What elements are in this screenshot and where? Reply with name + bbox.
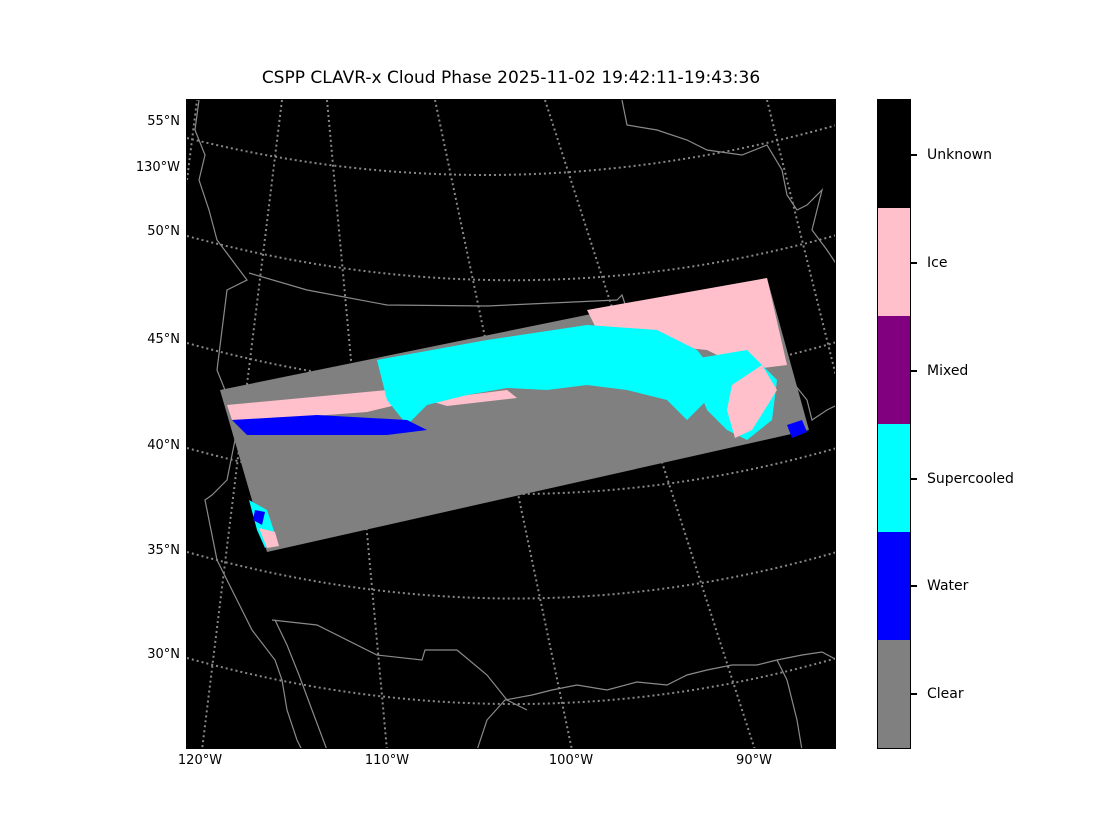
colorbar-label-clear: Clear bbox=[927, 686, 964, 702]
graticule-lat-50 bbox=[187, 234, 835, 282]
colorbar-tick bbox=[911, 478, 917, 480]
ice-accent-east bbox=[727, 365, 777, 438]
colorbar-segment-water bbox=[878, 532, 910, 640]
colorbar-label-unknown: Unknown bbox=[927, 147, 992, 163]
lon-label-90w: 90°W bbox=[736, 753, 772, 768]
lon-label-130w: 130°W bbox=[135, 160, 180, 175]
baja-coast bbox=[274, 619, 327, 748]
colorbar-tick bbox=[911, 262, 917, 264]
lat-label-30n: 30°N bbox=[147, 647, 180, 662]
ice-streak-mid bbox=[427, 390, 517, 406]
supercooled-band bbox=[377, 325, 717, 425]
colorbar-label-mixed: Mixed bbox=[927, 363, 969, 379]
lat-label-40n: 40°N bbox=[147, 438, 180, 453]
graticule-lat-35 bbox=[187, 551, 835, 600]
map-title: CSPP CLAVR-x Cloud Phase 2025-11-02 19:4… bbox=[261, 68, 761, 88]
graticule-lat-55 bbox=[187, 124, 835, 176]
colorbar bbox=[877, 99, 911, 749]
graticule-lon-100 bbox=[434, 100, 573, 748]
water-patch-sw bbox=[253, 510, 265, 525]
gulf-coast bbox=[477, 651, 835, 748]
colorbar-segment-ice bbox=[878, 208, 910, 316]
ice-accent-sw bbox=[259, 528, 279, 548]
lat-label-35n: 35°N bbox=[147, 543, 180, 558]
colorbar-tick bbox=[911, 370, 917, 372]
colorbar-segment-supercooled bbox=[878, 424, 910, 532]
colorbar-segment-clear bbox=[878, 640, 910, 748]
graticule-lon-extra bbox=[187, 100, 198, 181]
atlantic-coast bbox=[786, 374, 835, 421]
lat-label-50n: 50°N bbox=[147, 224, 180, 239]
colorbar-segment-unknown bbox=[878, 100, 910, 208]
colorbar-segment-mixed bbox=[878, 316, 910, 424]
lon-label-120w: 120°W bbox=[177, 753, 223, 768]
lat-label-55n: 55°N bbox=[147, 114, 180, 129]
water-band-west bbox=[232, 415, 427, 435]
us-mexico-border bbox=[271, 619, 528, 711]
graticule-lon-80 bbox=[766, 100, 835, 377]
graticule-lon-120 bbox=[201, 100, 283, 748]
water-patch-east bbox=[787, 420, 807, 438]
colorbar-tick bbox=[911, 693, 917, 695]
map-frame bbox=[186, 99, 836, 749]
ice-region-north bbox=[587, 278, 787, 370]
colorbar-label-ice: Ice bbox=[927, 255, 948, 271]
ice-region-west bbox=[227, 390, 417, 420]
colorbar-label-water: Water bbox=[927, 578, 969, 594]
map-canvas bbox=[187, 100, 835, 748]
florida bbox=[776, 659, 803, 748]
colorbar-label-supercooled: Supercooled bbox=[927, 471, 1014, 487]
colorbar-tick bbox=[911, 585, 917, 587]
lon-label-100w: 100°W bbox=[548, 753, 594, 768]
colorbar-tick bbox=[911, 154, 917, 156]
great-lakes-east bbox=[621, 100, 835, 264]
lon-label-110w: 110°W bbox=[364, 753, 410, 768]
cloud-phase-swath bbox=[220, 278, 809, 552]
lat-label-45n: 45°N bbox=[147, 332, 180, 347]
